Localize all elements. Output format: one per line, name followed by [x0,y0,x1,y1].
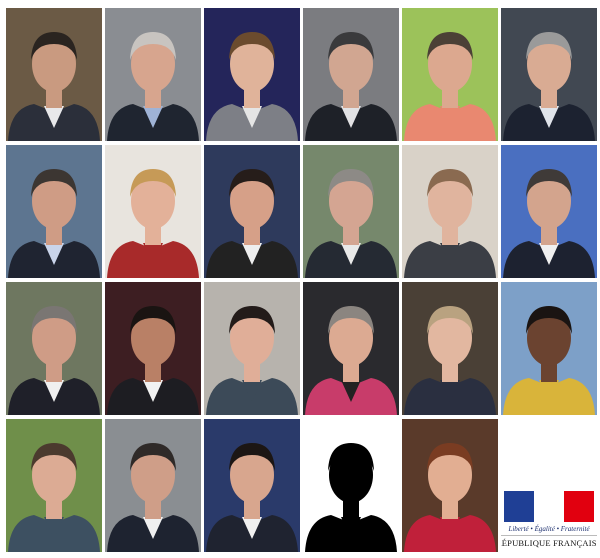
person-portrait-icon [8,169,100,278]
portrait-photo [105,419,201,552]
portrait-photo [303,8,399,141]
person-portrait-icon [305,443,397,552]
person-portrait-icon [8,306,100,415]
portrait-photo [204,419,300,552]
flag-red [564,491,594,522]
person-portrait-icon [107,443,199,552]
logo-name: RÉPUBLIQUE FRANÇAISE [501,535,597,548]
person-portrait-icon [8,32,100,141]
person-portrait-icon [8,443,100,552]
marianne-flag-icon [504,491,594,522]
portrait-photo [402,8,498,141]
flag-blue [504,491,534,522]
person-portrait-icon [404,443,496,552]
portrait-photo [303,145,399,278]
flag-white [534,491,564,522]
portrait-photo [501,8,597,141]
person-portrait-icon [206,32,298,141]
portrait-photo [105,8,201,141]
portrait-photo [105,282,201,415]
portrait-grid: Liberté • Égalité • Fraternité RÉPUBLIQU… [6,8,597,552]
person-portrait-icon [305,32,397,141]
portrait-photo [6,419,102,552]
person-portrait-icon [305,306,397,415]
portrait-photo [204,8,300,141]
republique-francaise-logo: Liberté • Égalité • Fraternité RÉPUBLIQU… [501,419,597,552]
person-portrait-icon [503,169,595,278]
person-portrait-icon [503,306,595,415]
portrait-photo [402,282,498,415]
portrait-photo [204,282,300,415]
portrait-photo [402,145,498,278]
person-portrait-icon [404,169,496,278]
person-portrait-icon [404,32,496,141]
portrait-photo [501,145,597,278]
person-portrait-icon [503,32,595,141]
logo-motto: Liberté • Égalité • Fraternité [508,525,590,533]
person-portrait-icon [206,306,298,415]
portrait-photo [105,145,201,278]
portrait-photo [303,419,399,552]
person-portrait-icon [107,306,199,415]
person-portrait-icon [206,443,298,552]
person-portrait-icon [404,306,496,415]
portrait-photo [204,145,300,278]
person-portrait-icon [107,169,199,278]
person-portrait-icon [305,169,397,278]
portrait-photo [303,282,399,415]
portrait-photo [6,282,102,415]
person-portrait-icon [107,32,199,141]
portrait-photo [6,145,102,278]
person-portrait-icon [206,169,298,278]
portrait-photo [501,282,597,415]
portrait-photo [402,419,498,552]
portrait-photo [6,8,102,141]
